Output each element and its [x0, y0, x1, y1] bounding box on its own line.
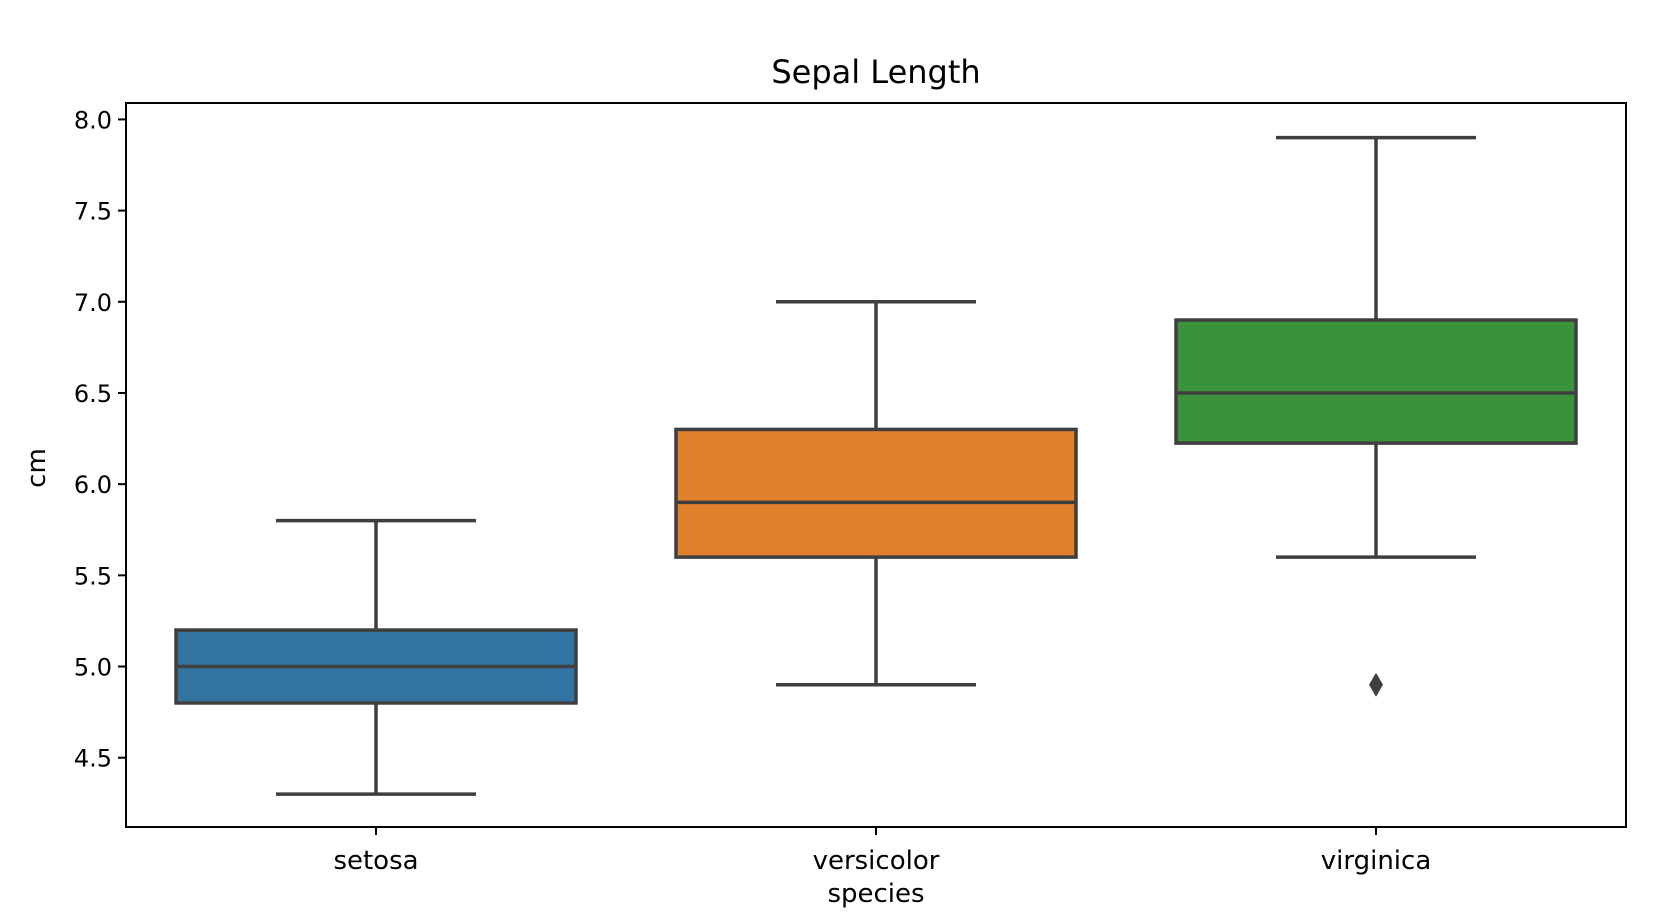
y-tick-label: 5.0 [74, 654, 112, 682]
x-axis-label: species [827, 879, 924, 909]
x-tick-label: versicolor [813, 846, 940, 876]
outlier-point [1369, 672, 1383, 697]
plot-area: 4.5 5.0 5.5 6.0 6.5 7.0 7.5 8.0 setosa versicolor… [74, 106, 1578, 876]
box-virginica [1174, 318, 1578, 445]
plot-frame [125, 102, 1627, 828]
x-tick-label: setosa [333, 846, 418, 876]
y-axis-label: cm [22, 448, 52, 488]
y-tick-label: 6.0 [74, 471, 112, 499]
y-tick-label: 4.5 [74, 745, 112, 773]
y-tick-label: 7.0 [74, 289, 112, 317]
y-tick-label: 6.5 [74, 380, 112, 408]
chart-title: Sepal Length [771, 53, 980, 91]
x-tick-label: virginica [1321, 846, 1432, 876]
y-tick-label: 5.5 [74, 562, 112, 590]
y-tick-label: 7.5 [74, 198, 112, 226]
box-versicolor [674, 427, 1078, 559]
y-tick-label: 8.0 [74, 106, 112, 134]
